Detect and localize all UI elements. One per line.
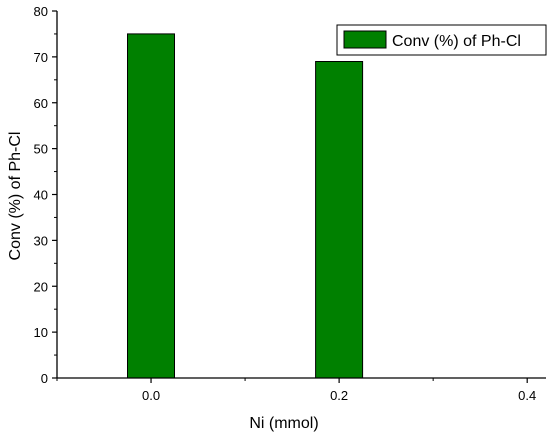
bar-0.0 xyxy=(127,33,175,379)
y-tick-label: 10 xyxy=(34,325,48,340)
y-tick-label: 40 xyxy=(34,188,48,203)
legend-swatch xyxy=(343,30,387,49)
x-tick-label: 0.4 xyxy=(518,388,536,403)
ticks-layer: 0 10 20 30 40 50 60 70 80 0.0 0.2 0.4 xyxy=(34,4,537,403)
y-tick-label: 20 xyxy=(34,279,48,294)
y-tick-label: 80 xyxy=(34,4,48,19)
bar-0.2 xyxy=(315,61,364,379)
y-tick-label: 60 xyxy=(34,96,48,111)
y-tick-label: 50 xyxy=(34,142,48,157)
legend: Conv (%) of Ph-Cl xyxy=(336,24,547,56)
legend-label: Conv (%) of Ph-Cl xyxy=(392,33,521,50)
y-axis-title: Conv (%) of Ph-Cl xyxy=(7,132,24,261)
y-tick-label: 30 xyxy=(34,233,48,248)
y-tick-label: 0 xyxy=(41,371,48,386)
x-axis-title: Ni (mmol) xyxy=(249,415,318,432)
x-tick-label: 0.2 xyxy=(330,388,348,403)
x-tick-label: 0.0 xyxy=(142,388,160,403)
bars-layer xyxy=(127,33,364,379)
y-tick-label: 70 xyxy=(34,50,48,65)
